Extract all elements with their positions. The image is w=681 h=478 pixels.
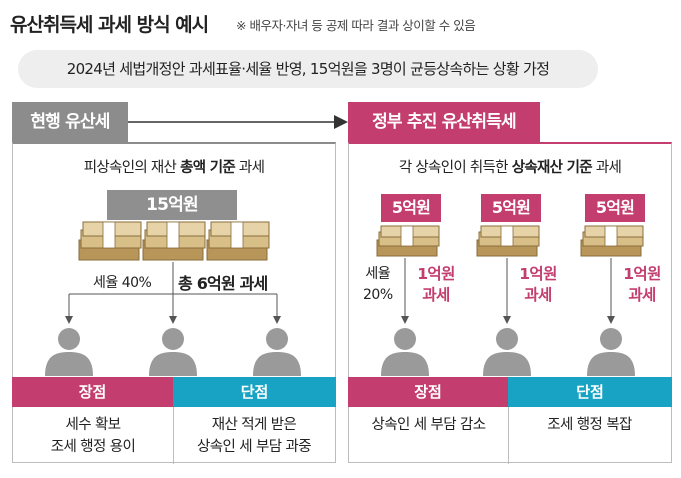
- current-con-line: 상속인 세 부담 과중: [197, 439, 312, 455]
- current-subtitle-pre: 피상속인의 재산: [83, 160, 181, 176]
- heir-person-icon: [483, 328, 531, 376]
- page-title: 유산취득세 과세 방식 예시: [10, 14, 209, 36]
- current-system-panel: 피상속인의 재산 총액 기준 과세 15억원 세율 40% 총 6억원 과세: [12, 142, 336, 464]
- heir-share-chip: 5억원: [585, 194, 645, 222]
- heir-person-icon: [45, 328, 93, 376]
- proposed-subtitle-post: 과세: [591, 160, 622, 176]
- current-pros-text: 세수 확보 조세 행정 용이: [13, 414, 173, 458]
- heir-share-chip: 5억원: [481, 194, 541, 222]
- proposed-subtitle-pre: 각 상속인이 취득한: [398, 160, 512, 176]
- proposed-tax-rate: 세율 20%: [363, 264, 393, 306]
- current-tax-rate: 세율 40%: [93, 275, 152, 291]
- share-arrows: [401, 258, 615, 324]
- current-subtitle: 피상속인의 재산 총액 기준 과세: [13, 156, 335, 177]
- current-cons-text: 재산 적게 받은 상속인 세 부담 과중: [173, 414, 335, 458]
- heir-person-icon: [149, 328, 197, 376]
- heir-share-chip: 5억원: [381, 194, 441, 222]
- current-cons-label: 단점: [173, 377, 336, 407]
- money-bundle-icon: [580, 225, 644, 257]
- heir-tax-line: 과세: [524, 286, 552, 304]
- transition-arrow-icon: [128, 115, 348, 129]
- estate-total-chip: 15억원: [107, 190, 237, 220]
- proposed-subtitle: 각 상속인이 취득한 상속재산 기준 과세: [349, 156, 671, 177]
- proposed-pro-line: 상속인 세 부담 감소: [371, 417, 487, 433]
- proposed-rate-line: 20%: [363, 287, 393, 303]
- heir-person-icon: [253, 328, 301, 376]
- current-system-heading: 현행 유산세: [12, 102, 128, 142]
- pros-cons-divider: [508, 407, 509, 464]
- heir-person-icon: [381, 328, 429, 376]
- current-pro-line: 세수 확보: [65, 417, 122, 433]
- heir-tax-line: 1억원: [417, 265, 455, 283]
- proposed-system-panel: 각 상속인이 취득한 상속재산 기준 과세 5억원 5억원 5억원 세율 20%…: [348, 142, 672, 464]
- premise-banner: 2024년 세법개정안 과세표율·세율 반영, 15억원을 3명이 균등상속하는…: [18, 50, 598, 88]
- proposed-pros-label: 장점: [348, 377, 508, 407]
- heir-tax-line: 과세: [422, 286, 450, 304]
- money-bundle-icon: [476, 225, 540, 257]
- proposed-system-heading: 정부 추진 유산취득세: [348, 102, 540, 142]
- money-bundle-icon: [376, 225, 440, 257]
- distribution-lines: [65, 262, 281, 324]
- heir-tax-line: 1억원: [623, 265, 661, 283]
- current-subtitle-post: 과세: [235, 160, 265, 176]
- proposed-rate-line: 세율: [365, 266, 391, 282]
- header-note: ※ 배우자·자녀 등 공제 따라 결과 상이할 수 있음: [236, 18, 476, 33]
- heir-tax-line: 과세: [628, 286, 656, 304]
- current-pros-label: 장점: [12, 377, 173, 407]
- proposed-subtitle-bold: 상속재산 기준: [511, 160, 593, 176]
- heir-person-icon: [587, 328, 635, 376]
- proposed-con-line: 조세 행정 복잡: [547, 417, 632, 433]
- current-subtitle-bold: 총액 기준: [180, 160, 236, 176]
- money-bundles-icon: [78, 221, 270, 261]
- pros-cons-divider: [173, 407, 174, 464]
- proposed-pros-text: 상속인 세 부담 감소: [349, 414, 508, 436]
- heir-tax: 1억원 과세: [411, 264, 461, 306]
- proposed-cons-text: 조세 행정 복잡: [508, 414, 671, 436]
- proposed-cons-label: 단점: [508, 377, 672, 407]
- heir-tax: 1억원 과세: [513, 264, 563, 306]
- heir-tax: 1억원 과세: [617, 264, 667, 306]
- heir-tax-line: 1억원: [519, 265, 557, 283]
- current-con-line: 재산 적게 받은: [211, 417, 297, 433]
- current-pro-line: 조세 행정 용이: [50, 439, 136, 455]
- current-tax-total: 총 6억원 과세: [178, 274, 268, 293]
